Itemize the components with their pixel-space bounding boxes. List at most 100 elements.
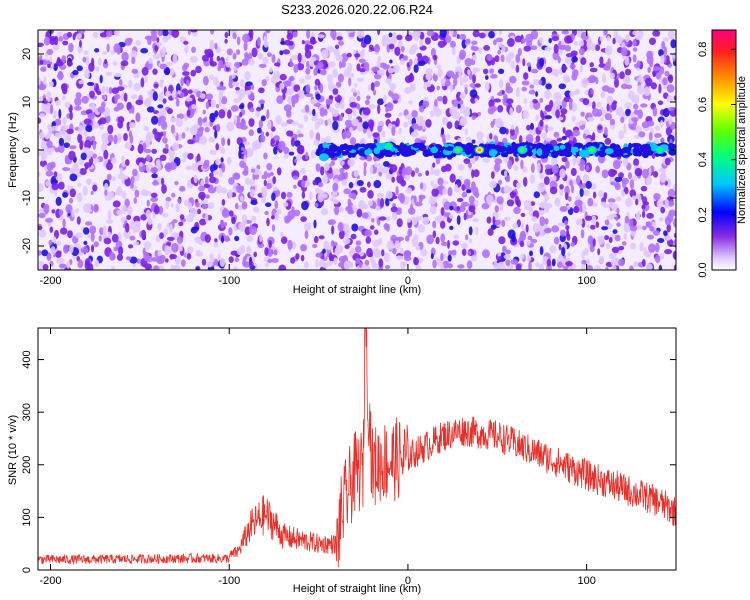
heatmap-cell (330, 197, 336, 202)
heatmap-cell (61, 95, 66, 101)
heatmap-cell (459, 99, 464, 105)
heatmap-cell (61, 55, 67, 64)
heatmap-cell (565, 160, 570, 169)
heatmap-cell (162, 137, 168, 144)
heatmap-cell (251, 47, 258, 58)
heatmap-cell (320, 138, 326, 143)
heatmap-cell (517, 48, 522, 56)
heatmap-cell (274, 200, 279, 209)
heatmap-cell (161, 46, 167, 55)
heatmap-cell (471, 40, 478, 45)
heatmap-cell (49, 104, 54, 115)
heatmap-cell (461, 184, 466, 191)
heatmap-cell (152, 180, 159, 186)
heatmap-cell (464, 87, 468, 95)
heatmap-cell (233, 266, 238, 270)
heatmap-cell (338, 40, 344, 46)
heatmap-cell (299, 78, 306, 84)
heatmap-cell (83, 130, 88, 137)
heatmap-cell (472, 46, 479, 52)
heatmap-cell (425, 170, 430, 176)
heatmap-cell (607, 198, 616, 204)
heatmap-cell (341, 179, 348, 186)
heatmap-cell (581, 263, 586, 270)
heatmap-cell (470, 97, 477, 104)
heatmap-cell (485, 75, 489, 80)
heatmap-cell (659, 172, 667, 183)
heatmap-cell (172, 53, 178, 64)
heatmap-cell (221, 199, 226, 206)
heatmap-cell (667, 238, 674, 247)
heatmap-cell (87, 112, 95, 120)
heatmap-cell (58, 137, 65, 146)
heatmap-cell (343, 260, 350, 270)
heatmap-cell (74, 97, 82, 106)
heatmap-cell (101, 133, 109, 141)
heatmap-cell (38, 250, 43, 256)
heatmap-cell (292, 175, 299, 180)
heatmap-cell (559, 184, 564, 190)
heatmap-cell (284, 215, 292, 222)
heatmap-cell (392, 247, 397, 255)
heatmap-cell (209, 176, 217, 184)
heatmap-cell (63, 142, 70, 148)
heatmap-cell (334, 206, 340, 216)
heatmap-cell (408, 47, 416, 55)
spectrogram-cells (38, 30, 676, 270)
heatmap-cell (511, 233, 516, 243)
heatmap-cell (666, 84, 675, 93)
heatmap-cell (563, 74, 570, 83)
heatmap-cell (296, 62, 305, 71)
heatmap-cell (146, 106, 155, 113)
heatmap-cell (449, 82, 453, 92)
heatmap-cell (135, 112, 141, 123)
heatmap-cell (246, 235, 254, 242)
heatmap-cell (92, 184, 98, 192)
heatmap-cell (654, 255, 661, 263)
heatmap-cell (99, 74, 103, 84)
heatmap-cell (382, 161, 390, 167)
heatmap-cell (153, 83, 159, 88)
heatmap-cell (544, 193, 550, 201)
heatmap-cell (297, 133, 304, 138)
heatmap-cell (579, 48, 585, 56)
heatmap-cell (330, 30, 337, 39)
heatmap-cell (66, 31, 73, 38)
heatmap-cell (161, 177, 165, 186)
heatmap-cell (315, 258, 319, 269)
heatmap-cell (92, 122, 100, 129)
heatmap-cell (249, 260, 254, 269)
heatmap-cell (183, 62, 190, 69)
heatmap-cell (660, 252, 665, 260)
heatmap-cell (242, 259, 246, 267)
heatmap-cell (116, 253, 124, 261)
heatmap-cell (612, 229, 618, 235)
heatmap-cell (442, 116, 448, 126)
heatmap-cell (220, 187, 228, 194)
heatmap-cell (51, 182, 59, 191)
heatmap-cell (334, 102, 341, 109)
heatmap-cell (122, 175, 129, 180)
heatmap-cell (503, 254, 511, 260)
heatmap-cell (545, 167, 552, 176)
heatmap-cell (520, 222, 524, 230)
heatmap-cell (332, 88, 339, 95)
heatmap-cell (144, 35, 152, 40)
heatmap-cell (440, 252, 444, 262)
heatmap-cell (264, 210, 269, 216)
snr-y-axis-label: SNR (10 * v/v) (7, 415, 19, 485)
heatmap-cell (403, 55, 408, 61)
heatmap-cell (359, 262, 363, 269)
heatmap-cell (632, 54, 637, 63)
heatmap-cell (610, 204, 616, 209)
heatmap-cell (364, 259, 370, 266)
heatmap-cell (635, 35, 643, 41)
heatmap-cell (497, 105, 504, 113)
heatmap-cell (170, 203, 174, 208)
heatmap-cell (446, 70, 455, 78)
heatmap-cell (271, 224, 275, 232)
heatmap-cell (123, 133, 128, 141)
heatmap-cell (162, 30, 169, 37)
heatmap-cell (437, 40, 446, 48)
heatmap-cell (390, 206, 398, 213)
